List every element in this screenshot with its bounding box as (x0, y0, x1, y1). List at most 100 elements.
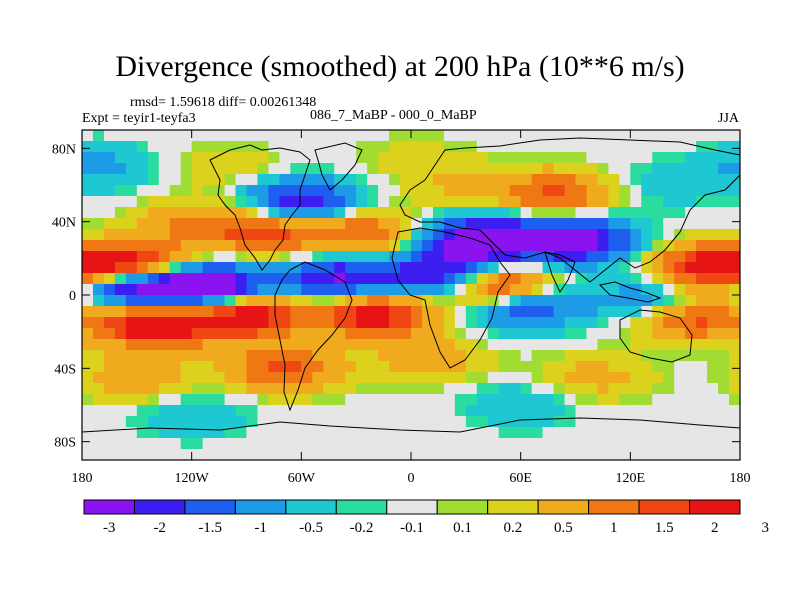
field-cell (641, 361, 653, 373)
field-cell (685, 317, 697, 329)
field-cell (619, 295, 631, 307)
field-cell (476, 438, 489, 450)
field-cell (345, 240, 357, 252)
field-cell (301, 394, 313, 406)
field-cell (575, 306, 588, 318)
field-cell (597, 152, 609, 164)
field-cell (597, 163, 609, 175)
field-cell (235, 229, 248, 241)
field-cell (367, 152, 379, 164)
field-cell (608, 394, 620, 406)
field-cell (432, 438, 445, 450)
field-cell (652, 394, 664, 406)
field-cell (696, 383, 708, 395)
field-cell (586, 185, 599, 197)
field-cell (641, 174, 653, 186)
field-cell (597, 218, 609, 230)
field-cell (454, 163, 467, 175)
field-cell (323, 416, 335, 428)
field-cell (630, 174, 642, 186)
field-cell (454, 438, 467, 450)
field-cell (531, 449, 544, 460)
field-cell (729, 394, 740, 406)
field-cell (224, 185, 237, 197)
field-cell (323, 240, 335, 252)
field-cell (421, 350, 434, 362)
field-cell (356, 372, 368, 384)
field-cell (82, 438, 94, 450)
colorbar-label: -2 (153, 520, 166, 536)
field-cell (345, 438, 357, 450)
field-cell (92, 306, 105, 318)
field-cell (213, 273, 226, 285)
field-cell (367, 416, 379, 428)
field-cell (191, 163, 204, 175)
field-cell (147, 438, 160, 450)
field-cell (136, 229, 149, 241)
field-cell (169, 317, 182, 329)
field-cell (114, 449, 127, 460)
field-cell (421, 317, 434, 329)
field-cell (520, 185, 533, 197)
field-cell (213, 405, 226, 417)
field-cell (575, 218, 588, 230)
field-cell (411, 130, 423, 142)
field-cell (443, 449, 456, 460)
field-cell (619, 163, 631, 175)
field-cell (729, 317, 740, 329)
field-cell (619, 185, 631, 197)
field-cell (498, 317, 511, 329)
field-cell (597, 251, 609, 263)
field-cell (103, 438, 116, 450)
field-cell (586, 262, 599, 274)
field-cell (213, 383, 226, 395)
field-cell (498, 394, 511, 406)
field-cell (685, 350, 697, 362)
field-cell (663, 416, 675, 428)
field-cell (718, 372, 730, 384)
field-cell (498, 339, 511, 351)
field-cell (411, 295, 423, 307)
field-cell (509, 317, 522, 329)
field-cell (421, 152, 434, 164)
field-cell (597, 361, 609, 373)
field-cell (268, 394, 280, 406)
field-cell (553, 273, 566, 285)
field-cell (411, 306, 423, 318)
field-cell (345, 229, 357, 241)
field-cell (82, 251, 94, 263)
field-cell (432, 405, 445, 417)
field-cell (586, 273, 599, 285)
field-cell (608, 438, 620, 450)
field-cell (356, 196, 368, 208)
field-cell (114, 317, 127, 329)
field-cell (323, 328, 335, 340)
field-cell (191, 185, 204, 197)
field-cell (729, 372, 740, 384)
field-cell (180, 130, 193, 142)
field-cell (312, 416, 324, 428)
field-cell (597, 328, 609, 340)
field-cell (290, 240, 302, 252)
field-cell (125, 449, 138, 460)
field-cell (487, 174, 500, 186)
field-cell (125, 163, 138, 175)
field-cell (564, 361, 577, 373)
field-cell (180, 262, 193, 274)
field-cell (663, 405, 675, 417)
field-cell (641, 339, 653, 351)
field-cell (136, 240, 149, 252)
field-cell (443, 196, 456, 208)
field-cell (553, 141, 566, 153)
field-cell (114, 196, 127, 208)
field-cell (235, 383, 248, 395)
field-cell (553, 196, 566, 208)
field-cell (290, 152, 302, 164)
field-cell (279, 196, 291, 208)
field-cell (685, 361, 697, 373)
field-cell (641, 295, 653, 307)
field-cell (674, 273, 686, 285)
field-cell (356, 262, 368, 274)
field-cell (421, 229, 434, 241)
field-cell (147, 174, 160, 186)
